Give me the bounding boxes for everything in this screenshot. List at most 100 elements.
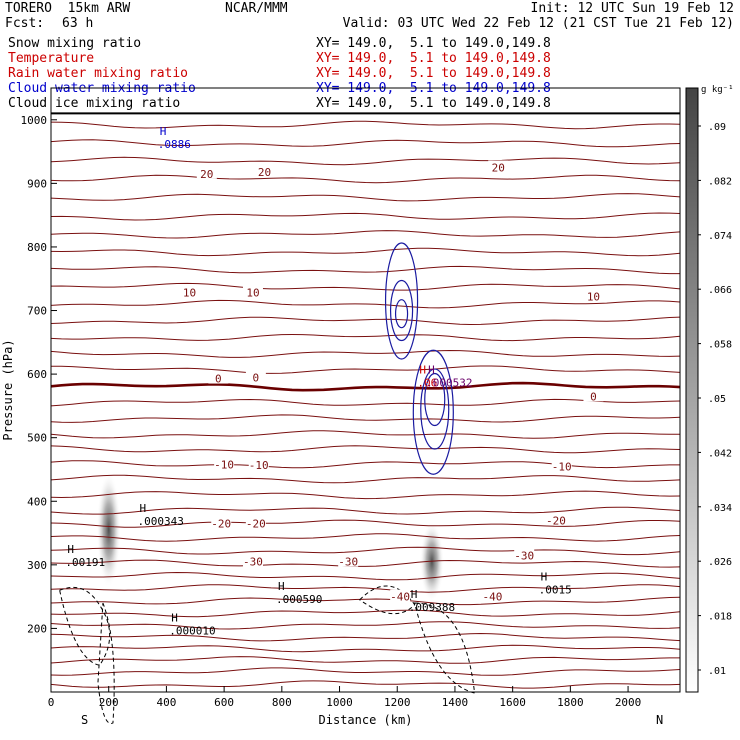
x-tick-label: 200 xyxy=(99,696,119,709)
maximum-value: .000343 xyxy=(138,515,184,528)
x-tick-label: 0 xyxy=(48,696,55,709)
temperature-contour xyxy=(50,247,681,257)
x-tick-label: 1400 xyxy=(442,696,469,709)
temperature-contour xyxy=(50,230,681,239)
isotherm-label-bg xyxy=(245,516,266,529)
isotherm-label: -40 xyxy=(390,591,410,604)
temperature-contour xyxy=(50,596,681,606)
temperature-contour xyxy=(50,445,681,454)
colorbar-label: .05 xyxy=(708,394,726,405)
temperature-contour xyxy=(50,506,681,515)
isotherm-label-bg xyxy=(583,389,604,402)
snow-contour xyxy=(413,602,476,694)
temperature-contour xyxy=(50,316,681,326)
isotherm-label: -30 xyxy=(338,556,358,569)
maximum-value: .000532 xyxy=(426,377,472,390)
valid-time: Valid: 03 UTC Wed 22 Feb 12 (21 CST Tue … xyxy=(342,16,734,31)
isotherm-label-bg xyxy=(214,457,235,470)
snow-contour xyxy=(97,602,115,724)
y-tick-label: 900 xyxy=(27,177,47,190)
isotherm-label-bg xyxy=(242,285,263,298)
colorbar-label: .082 xyxy=(708,176,732,187)
maximum-marker: H xyxy=(171,612,178,625)
colorbar-label: .074 xyxy=(708,231,732,242)
maximum-marker: H xyxy=(419,364,426,377)
temperature-contour xyxy=(50,533,681,542)
isotherm-label: 0 xyxy=(253,371,260,384)
isotherm-label: -10 xyxy=(214,458,234,471)
colorbar-label: .058 xyxy=(708,340,732,351)
snow-shade xyxy=(96,471,121,588)
temperature-contour xyxy=(50,398,681,407)
temperature-contour xyxy=(50,265,680,275)
legend-field-label: Temperature xyxy=(8,51,95,66)
temperature-contour xyxy=(50,609,681,618)
isotherm-label: 10 xyxy=(183,287,196,300)
temperature-contour xyxy=(50,584,681,593)
maximum-marker: H xyxy=(278,580,285,593)
maximum-marker: H xyxy=(411,588,418,601)
y-tick-label: 300 xyxy=(27,559,47,572)
cloud-water-contour xyxy=(420,368,450,450)
maximum-value: .0886 xyxy=(158,138,191,151)
cloud-water-contour xyxy=(384,242,419,360)
isotherm-label-bg xyxy=(482,589,503,602)
y-tick-label: 200 xyxy=(27,622,47,635)
isotherm-label-bg xyxy=(551,459,572,472)
temperature-contour xyxy=(50,460,680,469)
isotherm-label-bg xyxy=(583,289,604,302)
isotherm-label-bg xyxy=(545,513,566,526)
end-label-left: S xyxy=(81,713,88,727)
isotherm-label-bg xyxy=(208,371,229,384)
isotherm-label: -10 xyxy=(249,459,269,472)
legend-section-coords: XY= 149.0, 5.1 to 149.0,149.8 xyxy=(316,51,551,66)
isotherm-label-bg xyxy=(179,285,200,298)
colorbar-label: .042 xyxy=(708,448,732,459)
maximum-value: .00191 xyxy=(65,556,105,569)
end-label-right: N xyxy=(656,713,663,727)
isotherm-label: -30 xyxy=(243,556,263,569)
temperature-contour xyxy=(50,621,681,630)
y-tick-label: 600 xyxy=(27,368,47,381)
fcst-value: 63 h xyxy=(62,16,94,31)
legend-field-label: Snow mixing ratio xyxy=(8,36,142,51)
colorbar-label: .034 xyxy=(708,503,732,514)
x-tick-label: 2000 xyxy=(615,696,642,709)
y-tick-label: 800 xyxy=(27,241,47,254)
x-tick-label: 400 xyxy=(156,696,176,709)
temperature-contour xyxy=(50,680,681,689)
isotherm-label-bg xyxy=(245,370,266,383)
x-tick-label: 1600 xyxy=(499,696,526,709)
isotherm-label: -10 xyxy=(552,460,572,473)
legend-section-coords: XY= 149.0, 5.1 to 149.0,149.8 xyxy=(316,96,551,111)
plot-frame xyxy=(50,87,681,693)
temperature-contour xyxy=(50,430,680,439)
temperature-contour xyxy=(50,559,681,568)
isotherm-label: -30 xyxy=(514,549,534,562)
legend-field-label: Cloud ice mixing ratio xyxy=(8,96,181,111)
snow-contour xyxy=(358,585,416,615)
maximum-value: .000590 xyxy=(276,593,322,606)
colorbar-label: .026 xyxy=(708,557,732,568)
temperature-contour xyxy=(50,349,681,358)
colorbar-label: .01 xyxy=(708,666,726,677)
temperature-contour xyxy=(50,120,681,130)
temperature-contour xyxy=(50,156,681,166)
isotherm-label-bg xyxy=(488,160,509,173)
temperature-contour xyxy=(50,519,681,528)
cloud-water-contour xyxy=(424,372,446,427)
temperature-contour xyxy=(50,414,681,423)
isotherm-label: 0 xyxy=(590,390,597,403)
isotherm-label: -40 xyxy=(483,591,503,604)
temperature-contour xyxy=(50,571,681,581)
temperature-contour xyxy=(50,193,681,202)
x-tick-label: 1200 xyxy=(384,696,411,709)
maximum-marker: H xyxy=(67,543,74,556)
legend-field-label: Rain water mixing ratio xyxy=(8,66,189,81)
init-time: Init: 12 UTC Sun 19 Feb 12 xyxy=(530,1,735,16)
colorbar xyxy=(685,87,699,693)
y-tick-label: 500 xyxy=(27,432,47,445)
isotherm-label-bg xyxy=(248,458,269,471)
y-axis-label: Pressure (hPa) xyxy=(1,339,15,440)
isotherm-label: 0 xyxy=(215,373,222,386)
